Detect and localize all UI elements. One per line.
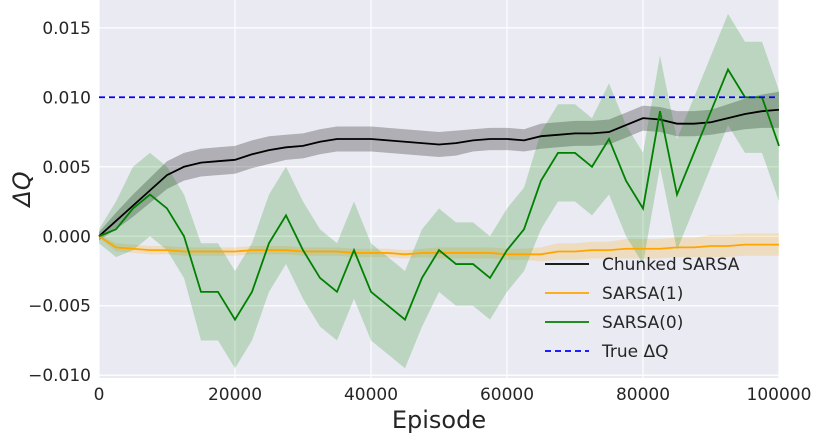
- chunked-sarsa-line: [98, 108, 780, 237]
- plot-background: [99, 0, 779, 378]
- x-tick-label: 60000: [480, 385, 534, 405]
- sarsa-1-line: [98, 235, 779, 256]
- x-tick-label: 80000: [616, 385, 670, 405]
- y-tick-label: 0.015: [42, 19, 91, 39]
- legend-label-sarsa-0: SARSA(0): [602, 313, 683, 333]
- legend-label-chunked-sarsa: Chunked SARSA: [602, 255, 740, 275]
- legend-label-sarsa-1: SARSA(1): [602, 284, 683, 304]
- legend: Chunked SARSA SARSA(1) SARSA(0) True ΔQ: [545, 255, 740, 362]
- y-tick-label: 0.010: [42, 88, 91, 108]
- y-ticks: −0.010 −0.005 0.000 0.005 0.010 0.015: [28, 19, 91, 386]
- y-axis-label: ΔQ: [8, 171, 36, 208]
- y-tick-label: −0.010: [28, 366, 91, 386]
- x-tick-label: 20000: [208, 385, 262, 405]
- y-tick-label: −0.005: [28, 297, 91, 317]
- series-lines: [98, 67, 780, 322]
- y-tick-label: 0.000: [42, 227, 91, 247]
- sarsa-0-line: [98, 67, 780, 322]
- x-tick-label: 40000: [344, 385, 398, 405]
- x-tick-label: 100000: [747, 385, 812, 405]
- confidence-bands: [99, 13, 779, 369]
- sarsa-0-band: [99, 13, 779, 369]
- x-tick-label: 0: [94, 385, 105, 405]
- legend-label-true-q: True ΔQ: [601, 342, 669, 362]
- y-tick-label: 0.005: [42, 158, 91, 178]
- x-ticks: 0 20000 40000 60000 80000 100000: [94, 385, 812, 405]
- sarsa-1-band: [99, 233, 779, 262]
- x-axis-label: Episode: [392, 406, 486, 433]
- chunked-sarsa-band: [99, 91, 779, 241]
